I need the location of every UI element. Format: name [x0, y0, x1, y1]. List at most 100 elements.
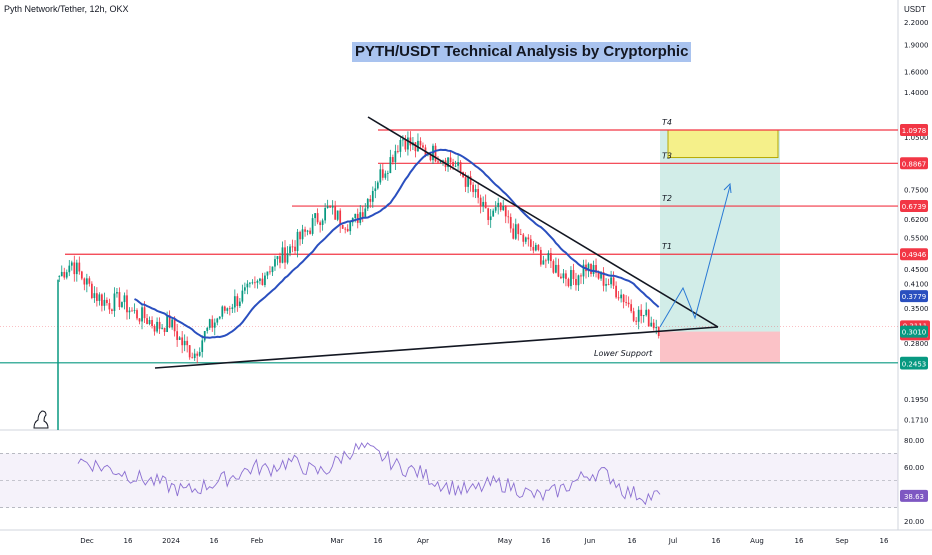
candle-body [391, 157, 394, 163]
candle-body [482, 201, 485, 207]
entry-price-tag: 0.3010 [902, 329, 927, 337]
price-tick-label: 0.1950 [904, 396, 929, 404]
candle-body [447, 157, 449, 168]
candle-body [238, 301, 241, 306]
candle-body [65, 272, 68, 278]
candle-body [173, 319, 176, 332]
candle-body [487, 208, 490, 221]
candle-body [582, 264, 585, 277]
level-name: Lower Support [594, 349, 653, 358]
candle-body [417, 140, 419, 152]
candle-body [321, 220, 324, 225]
candle-body [494, 207, 497, 211]
candle-body [88, 278, 91, 284]
candle-body [464, 177, 467, 187]
candle-body [299, 231, 301, 240]
candle-body [241, 290, 244, 302]
candle-body [329, 206, 332, 208]
price-tick-label: 0.4100 [904, 280, 929, 288]
level-name: T4 [662, 118, 672, 127]
candle-body [256, 280, 259, 283]
candle-body [106, 299, 108, 304]
candle-body [452, 161, 454, 166]
candle-body [161, 327, 163, 329]
candle-body [171, 319, 174, 328]
candle-body [437, 161, 439, 163]
candle-body [181, 337, 184, 346]
rsi-value-tag: 38.63 [904, 493, 924, 501]
candle-body [602, 272, 605, 286]
ascending-trendline [154, 326, 719, 369]
candle-body [386, 173, 389, 174]
candle-body [334, 205, 337, 220]
candle-body [565, 273, 567, 279]
candle-body [264, 275, 266, 286]
candle-body [136, 310, 138, 319]
candle-body [346, 228, 349, 232]
candle-body [544, 260, 547, 262]
loss-zone [660, 331, 780, 364]
candle-body [151, 320, 153, 327]
rsi-value-tag-bg [900, 489, 928, 502]
time-tick-label: 16 [712, 537, 721, 545]
candle-body [226, 308, 229, 311]
candle-body [93, 293, 96, 299]
candle-body [587, 263, 590, 272]
candle-body [148, 320, 151, 324]
candle-body [371, 190, 374, 202]
ma-price-tag: 0.3779 [902, 293, 927, 301]
candle-body [537, 244, 540, 250]
price-tick-label: 1.0500 [904, 134, 929, 142]
candle-body [454, 165, 457, 167]
candle-body [309, 230, 311, 234]
candle-body [615, 285, 617, 298]
candle-body [246, 283, 249, 288]
candle-body [600, 272, 602, 279]
mascot-icon [33, 410, 49, 429]
candle-body [379, 169, 382, 183]
candle-body [504, 205, 507, 217]
candle-body [193, 353, 196, 359]
candle-body [141, 307, 143, 322]
level-name: T3 [662, 151, 672, 160]
time-tick-label: Jun [584, 537, 596, 545]
time-tick-label: 16 [542, 537, 551, 545]
candle-body [597, 272, 600, 279]
candle-body [512, 228, 515, 239]
profit-zone [660, 130, 780, 332]
candle-body [314, 213, 316, 219]
candle-body [75, 262, 78, 275]
moving-average-line [134, 148, 660, 339]
candle-body [595, 265, 597, 273]
candle-body [284, 247, 286, 263]
candle-body [63, 271, 66, 278]
candle-body [221, 306, 224, 317]
candle-body [542, 260, 545, 265]
candle-body [552, 261, 555, 273]
candle-body [610, 277, 612, 285]
level-price-tag: 0.4946 [902, 251, 927, 259]
candle-body [612, 277, 615, 286]
candle-body [289, 246, 291, 254]
candle-body [131, 310, 133, 312]
candle-body [575, 278, 577, 286]
time-tick-label: 16 [124, 537, 133, 545]
stop-price-tag-bg [900, 357, 928, 370]
rsi-tick-label: 20.00 [904, 518, 924, 526]
candle-body [341, 224, 344, 229]
candle-body [632, 311, 635, 321]
candle-body [555, 264, 557, 273]
candle-body [344, 228, 347, 230]
candle-body [291, 246, 294, 248]
candle-body [286, 253, 289, 263]
symbol-header: Pyth Network/Tether, 12h, OKX [4, 4, 129, 14]
price-tick-label: 1.9000 [904, 42, 929, 50]
candle-body [261, 278, 264, 286]
candle-body [213, 322, 216, 328]
candle-body [85, 278, 88, 285]
candle-body [434, 145, 437, 162]
candle-body [449, 157, 452, 162]
candle-body [384, 173, 387, 178]
